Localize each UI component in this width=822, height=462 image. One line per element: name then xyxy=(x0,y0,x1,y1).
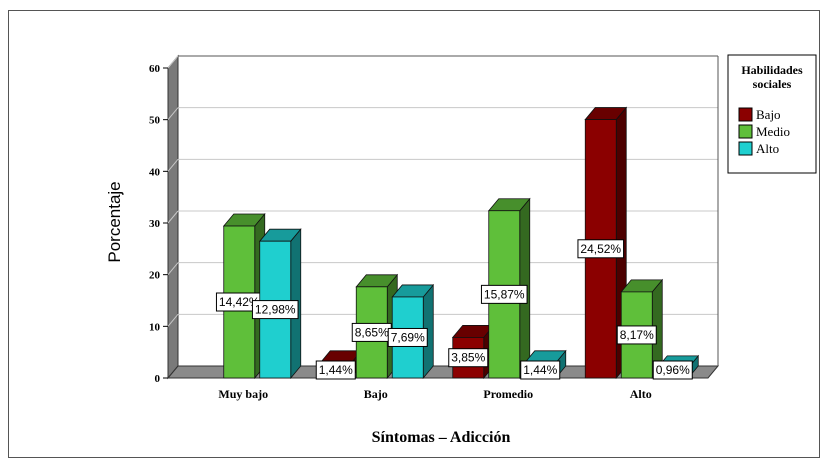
legend-item-label: Medio xyxy=(756,124,790,139)
legend-item-label: Alto xyxy=(756,141,779,156)
gridline-side xyxy=(167,107,179,120)
data-label: 1,44% xyxy=(319,363,353,377)
data-label: 7,69% xyxy=(391,330,425,344)
y-tick-label: 60 xyxy=(149,63,161,75)
data-label-box xyxy=(251,300,299,320)
data-label-box xyxy=(315,360,356,380)
data-label-box xyxy=(652,360,693,380)
gridline-side xyxy=(167,314,179,327)
y-tick-label: 20 xyxy=(149,270,161,282)
gridline-side xyxy=(167,159,179,172)
data-label: 8,65% xyxy=(355,325,389,339)
data-label-box xyxy=(616,325,657,345)
gridline-side xyxy=(167,55,179,69)
data-label: 15,87% xyxy=(484,287,525,301)
y-tick-label: 30 xyxy=(149,218,161,230)
data-label-box xyxy=(480,284,528,304)
x-tick-label: Muy bajo xyxy=(218,387,268,401)
data-label-box xyxy=(520,360,561,380)
data-label: 12,98% xyxy=(255,303,296,317)
data-label-box xyxy=(577,239,625,259)
x-axis-title: Síntomas – Adicción xyxy=(372,429,511,446)
data-label-box xyxy=(448,348,489,368)
data-label: 1,44% xyxy=(523,363,557,377)
y-tick-label: 40 xyxy=(149,166,161,178)
data-label-box xyxy=(387,327,428,347)
y-axis-title: Porcentaje xyxy=(105,181,124,262)
legend-item-label: Bajo xyxy=(756,107,781,122)
legend-swatch xyxy=(738,141,753,156)
legend-swatch xyxy=(738,124,753,139)
legend-title: sociales xyxy=(753,77,792,91)
data-label: 0,96% xyxy=(656,363,690,377)
data-label: 8,17% xyxy=(620,328,654,342)
gridline-side xyxy=(167,210,179,224)
gridline-side xyxy=(167,262,179,275)
x-tick-label: Promedio xyxy=(483,387,533,401)
legend-title: Habilidades xyxy=(741,63,803,77)
data-label: 24,52% xyxy=(580,242,621,256)
data-label: 14,42% xyxy=(219,295,260,309)
data-label: 3,85% xyxy=(451,351,485,365)
legend-swatch xyxy=(738,107,753,122)
y-tick-label: 0 xyxy=(155,373,161,385)
x-tick-label: Bajo xyxy=(364,387,388,401)
x-tick-label: Alto xyxy=(630,387,652,401)
y-tick-label: 10 xyxy=(149,321,161,333)
y-tick-label: 50 xyxy=(149,115,161,127)
